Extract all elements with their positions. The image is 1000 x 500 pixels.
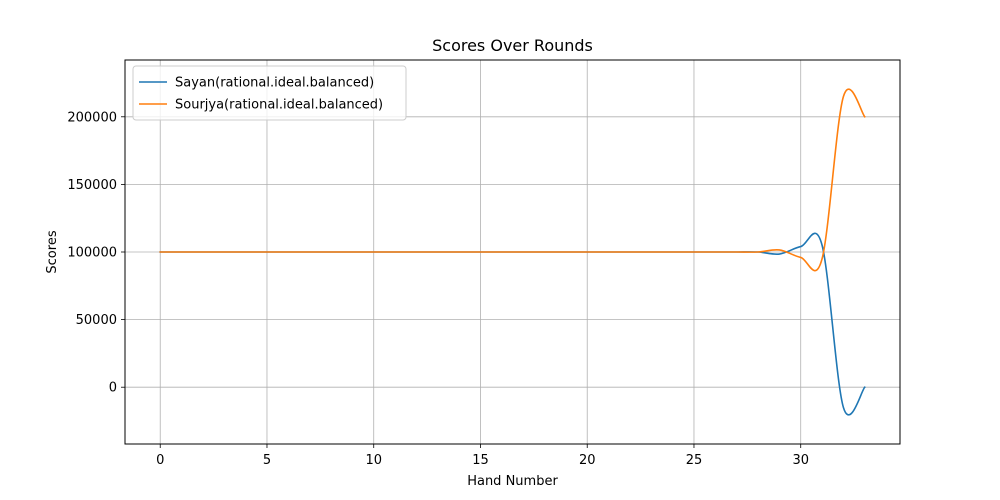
y-tick-label: 50000 (76, 313, 117, 328)
series-line-2 (159, 88, 866, 272)
x-tick-label: 20 (579, 453, 596, 468)
axis-ticks: 0 5 10 15 20 25 30 0 50000 100000 150000 200000 (67, 110, 809, 468)
legend-box (132, 65, 407, 121)
x-tick-label: 30 (792, 453, 809, 468)
legend-label-2: Sourjya(rational.ideal.balanced) (175, 98, 383, 113)
x-tick-label: 15 (472, 453, 489, 468)
chart-title: Scores Over Rounds (432, 36, 593, 55)
y-tick-label: 0 (109, 381, 117, 396)
x-tick-label: 0 (156, 453, 164, 468)
x-tick-label: 10 (365, 453, 382, 468)
x-tick-label: 25 (686, 453, 703, 468)
x-axis-label: Hand Number (467, 474, 558, 489)
y-tick-label: 200000 (67, 110, 117, 125)
y-axis-label: Scores (45, 230, 60, 273)
legend-label-1: Sayan(rational.ideal.balanced) (175, 76, 374, 91)
y-tick-label: 100000 (67, 246, 117, 261)
series-lines (159, 88, 866, 416)
legend: Sayan(rational.ideal.balanced) Sourjya(ra… (132, 65, 407, 121)
x-tick-label: 5 (263, 453, 271, 468)
y-tick-label: 150000 (67, 178, 117, 193)
